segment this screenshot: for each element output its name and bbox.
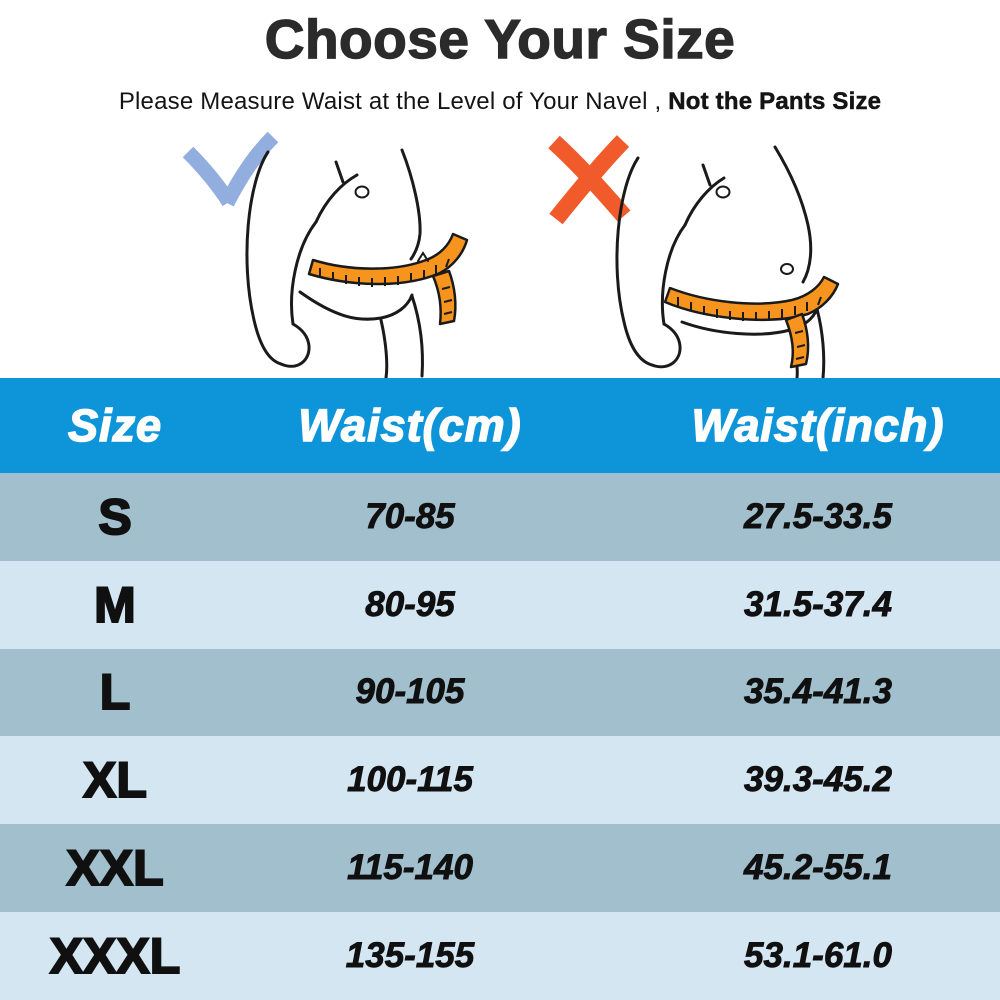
subtitle-bold: Not the Pants Size	[668, 88, 882, 116]
subtitle-normal: Please Measure Waist at the Level of You…	[118, 88, 669, 115]
header-waist-inch: Waist(inch)	[691, 399, 945, 452]
table-row: S 70-85 27.5-33.5	[0, 473, 1000, 561]
torso-line-art	[245, 148, 424, 378]
measuring-tape-at-pants	[663, 275, 840, 369]
table-row: XXXL 135-155 53.1-61.0	[0, 911, 1000, 1000]
x-icon	[548, 135, 631, 225]
waist-inch-cell: 31.5-37.4	[744, 584, 893, 624]
waist-inch-cell: 39.3-45.2	[744, 760, 893, 800]
table-body: S 70-85 27.5-33.5 M 80-95 31.5-37.4 L 90…	[0, 473, 1000, 1000]
subtitle: Please Measure Waist at the Level of You…	[0, 88, 1000, 116]
waist-inch-cell: 45.2-55.1	[744, 848, 893, 888]
size-cell: M	[93, 576, 137, 634]
size-cell: L	[99, 663, 132, 721]
incorrect-measurement-figure	[548, 135, 840, 378]
correct-measurement-figure	[182, 131, 469, 378]
header-section: Choose Your Size Please Measure Waist at…	[0, 0, 1000, 378]
table-header-row: Size Waist(cm) Waist(inch)	[0, 378, 1000, 473]
size-cell: XXL	[65, 839, 164, 897]
table-row: XL 100-115 39.3-45.2	[0, 736, 1000, 825]
table-row: L 90-105 35.4-41.3	[0, 648, 1000, 737]
size-cell: XXXL	[49, 927, 182, 985]
measuring-tape-at-navel	[307, 232, 469, 326]
check-icon	[182, 131, 279, 207]
measurement-illustrations	[0, 130, 1000, 378]
header-waist-cm: Waist(cm)	[298, 399, 522, 452]
size-cell: XL	[82, 751, 148, 809]
waist-cm-cell: 115-140	[347, 848, 474, 888]
waist-inch-cell: 53.1-61.0	[744, 935, 893, 975]
size-cell: S	[97, 488, 132, 546]
page-title: Choose Your Size	[264, 8, 736, 70]
waist-inch-cell: 35.4-41.3	[744, 672, 893, 712]
waist-cm-cell: 100-115	[347, 760, 474, 800]
size-table: Size Waist(cm) Waist(inch) S 70-85 27.5-…	[0, 378, 1000, 1000]
header-size: Size	[67, 399, 163, 452]
waist-cm-cell: 80-95	[365, 584, 455, 624]
waist-inch-cell: 27.5-33.5	[744, 496, 893, 536]
waist-cm-cell: 70-85	[365, 496, 455, 536]
waist-cm-cell: 90-105	[355, 672, 465, 712]
waist-cm-cell: 135-155	[345, 935, 475, 975]
table-row: M 80-95 31.5-37.4	[0, 560, 1000, 649]
table-row: XXL 115-140 45.2-55.1	[0, 824, 1000, 912]
